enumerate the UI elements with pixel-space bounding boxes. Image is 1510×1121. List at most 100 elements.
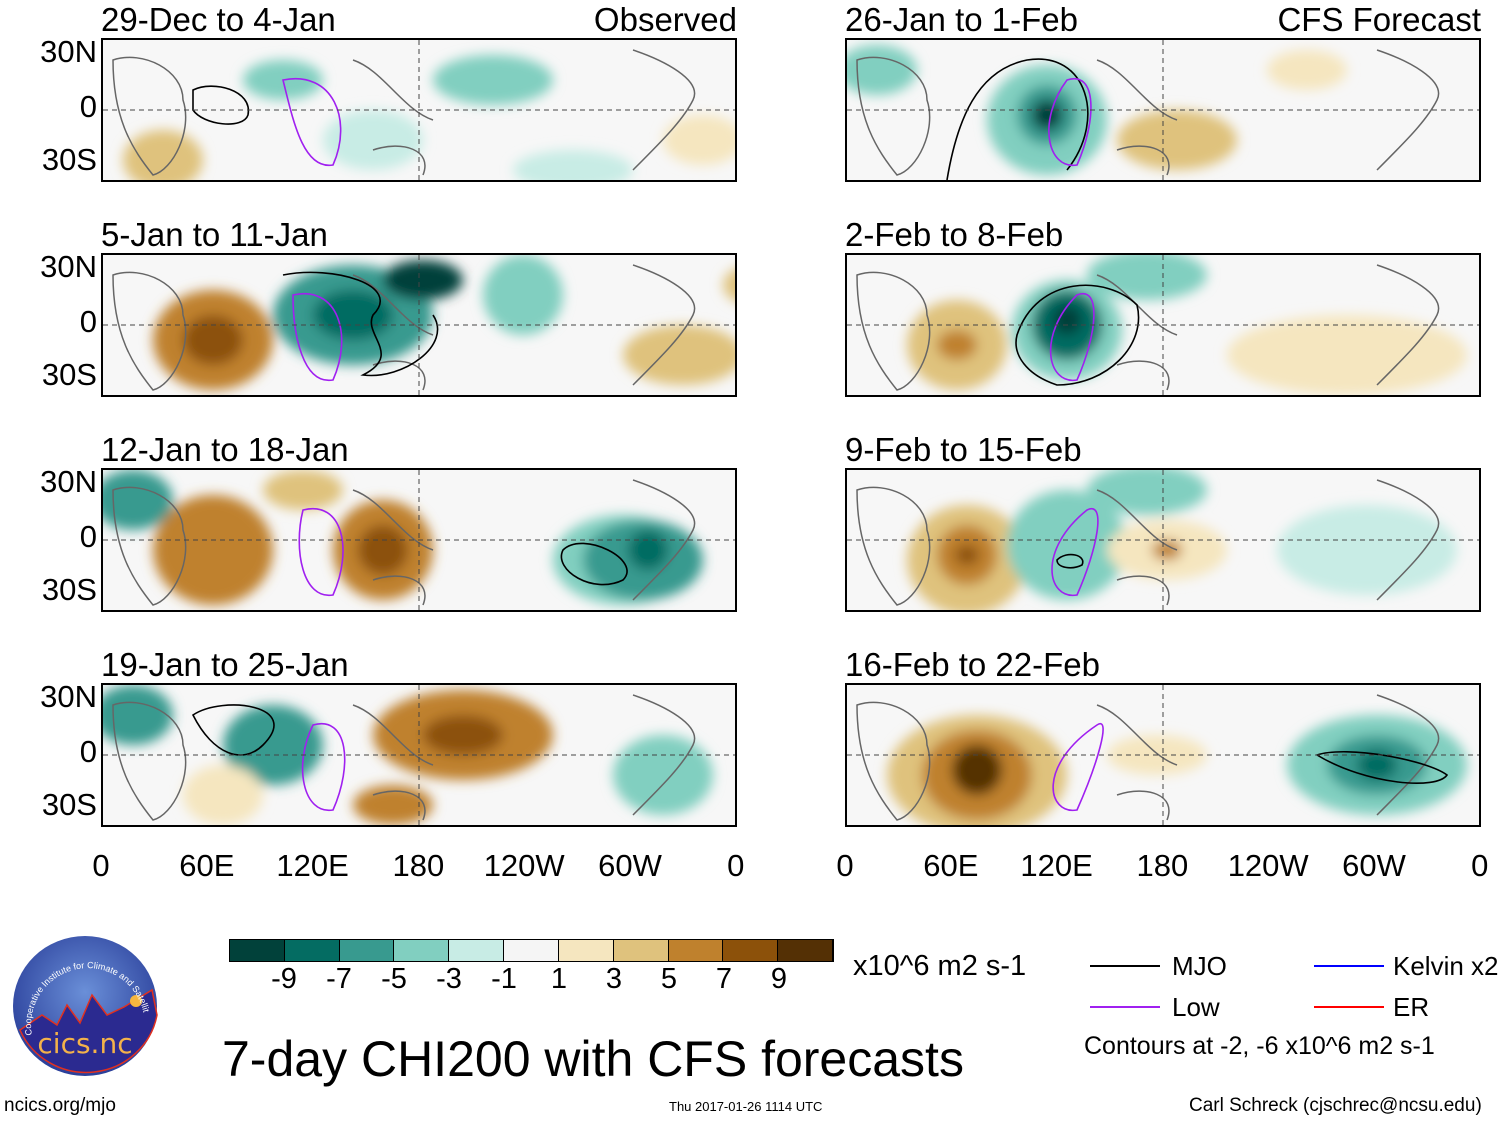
lon-label: 120E [1020,848,1093,883]
footer-author: Carl Schreck (cjschrec@ncsu.edu) [1189,1095,1482,1116]
mjo-contour [192,85,250,125]
colorbar-tick-label: -5 [381,963,407,995]
low-contour [1048,77,1092,166]
anomaly-region [613,735,713,815]
anomaly-region [623,325,735,385]
footer-url[interactable]: ncics.org/mjo [4,1095,116,1116]
lon-label: 60W [598,848,662,883]
low-contour [298,507,344,596]
colorbar-bin [339,940,395,961]
colorbar-bin [284,940,340,961]
panel-title: 9-Feb to 15-Feb [845,431,1082,468]
anomaly-region [1152,540,1182,560]
anomaly-region [183,315,243,365]
anomaly-region [952,745,1002,795]
map-panel [845,253,1481,397]
lon-label: 0 [727,848,745,883]
map-panel [845,468,1481,612]
colorbar-bin [230,940,285,961]
coastline [856,479,1440,606]
lat-label: 30N [40,249,97,284]
low-contour [282,77,342,166]
footer-timestamp: Thu 2017-01-26 1114 UTC [669,1099,823,1114]
legend-label-er: ER [1393,992,1430,1022]
legend-line-er [1314,1006,1384,1008]
panel-title: 5-Jan to 11-Jan [101,216,328,253]
lat-label: 30S [41,357,97,392]
colorbar-tick-label: -1 [491,963,517,995]
anomaly-region [183,765,263,825]
anomaly-region [723,269,735,301]
anomaly-region [483,255,563,335]
anomaly-region [263,470,343,510]
colorbar-bin [449,940,505,961]
legend-line-low [1090,1006,1160,1008]
panel-tag: Observed [593,1,737,38]
anomaly-region [123,130,203,180]
lat-label: 0 [79,734,97,769]
coastline [112,264,696,391]
legend-label-kelvin: Kelvin x2 [1393,951,1499,981]
anomaly-region [433,55,553,105]
panel-title: 12-Jan to 18-Jan [101,431,349,468]
lat-label: 30N [40,464,97,499]
legend-label-mjo: MJO [1172,951,1227,981]
panel-title: 16-Feb to 22-Feb [845,646,1100,683]
lon-label: 0 [1471,848,1489,883]
lon-label: 120E [276,848,349,883]
anomaly-region [628,530,668,570]
anomaly-region [1032,100,1062,130]
lat-label: 30S [41,142,97,177]
colorbar-bin [613,940,669,961]
colorbar-tick-label: -3 [436,963,462,995]
anomaly-region [358,525,408,575]
colorbar-tick-label: 9 [770,963,788,995]
anomaly-region [1267,50,1347,90]
coastline [856,694,1440,821]
colorbar-tick-label: 1 [550,963,568,995]
lat-label: 30N [40,34,97,69]
low-contour [301,722,346,811]
figure-title: 7-day CHI200 with CFS forecasts [222,1031,964,1087]
mjo-contour [1056,553,1084,569]
lon-label: 60E [923,848,979,883]
legend-label-low: Low [1172,992,1220,1022]
anomaly-region [663,115,735,165]
svg-text:cics.nc: cics.nc [37,1027,132,1060]
anomaly-region [383,260,463,300]
lon-label: 0 [836,848,854,883]
anomaly-region [1227,315,1467,395]
coastline [856,49,1440,176]
low-contour [292,292,343,381]
map-panel [101,253,737,397]
mjo-contour [191,704,275,756]
mjo-contour [1015,284,1140,386]
low-contour [1052,722,1104,812]
panel-tag: CFS Forecast [1277,1,1481,38]
lon-label: 60W [1342,848,1406,883]
map-panel [101,468,737,612]
mjo-contour [560,542,628,586]
anomaly-region [1357,750,1397,780]
colorbar-tick-label: -7 [326,963,352,995]
lat-label: 0 [79,89,97,124]
lat-label: 30S [41,572,97,607]
cics-logo: Cooperative Institute for Climate and Sa… [9,927,158,1078]
colorbar-bin [668,940,724,961]
low-contour [1051,507,1099,597]
colorbar-tick-label: -9 [271,963,297,995]
legend-line-kelvin [1314,965,1384,967]
panel-title: 26-Jan to 1-Feb [845,1,1078,38]
anomaly-region [955,545,979,565]
colorbar-bin [558,940,614,961]
anomaly-region [313,290,393,340]
coastline [112,694,696,821]
contours-note: Contours at -2, -6 x10^6 m2 s-1 [1084,1032,1435,1060]
lon-label: 180 [1136,848,1189,883]
colorbar-tick-label: 5 [660,963,678,995]
colorbar-bin [723,940,779,961]
mjo-contour [946,58,1089,180]
coastline [112,479,696,606]
anomaly-region [513,150,633,180]
colorbar-bin [778,940,833,961]
